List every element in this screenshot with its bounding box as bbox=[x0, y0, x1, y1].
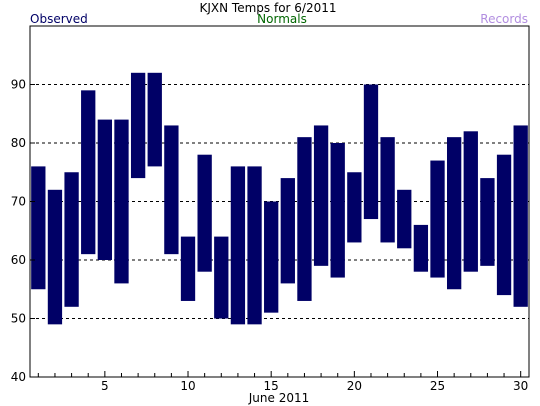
bar-day-23 bbox=[397, 189, 412, 249]
bar-day-30 bbox=[513, 125, 528, 307]
bar-day-17 bbox=[297, 137, 312, 301]
y-tick-label-50: 50 bbox=[11, 312, 26, 326]
bar-day-24 bbox=[413, 224, 429, 272]
bars bbox=[31, 72, 528, 325]
bar-day-20 bbox=[347, 172, 362, 243]
bar-day-16 bbox=[280, 178, 295, 284]
legend-records: Records bbox=[480, 12, 528, 26]
x-tick-label-30: 30 bbox=[513, 379, 528, 393]
bar-day-14 bbox=[247, 166, 262, 325]
bar-day-3 bbox=[64, 172, 79, 307]
bar-day-15 bbox=[264, 201, 279, 313]
bar-day-28 bbox=[480, 178, 495, 266]
grid-lines bbox=[30, 84, 529, 319]
y-tick-label-80: 80 bbox=[11, 136, 26, 150]
bar-day-26 bbox=[446, 137, 462, 290]
y-tick-label-40: 40 bbox=[11, 370, 26, 384]
y-axis: 40 50 60 70 80 90 bbox=[11, 78, 35, 384]
x-tick-label-5: 5 bbox=[101, 379, 109, 393]
x-tick-label-10: 10 bbox=[180, 379, 195, 393]
bar-day-25 bbox=[430, 160, 445, 278]
y-tick-label-60: 60 bbox=[11, 253, 26, 267]
y-tick-label-90: 90 bbox=[11, 78, 26, 92]
bar-day-19 bbox=[330, 143, 345, 278]
x-tick-label-25: 25 bbox=[430, 379, 445, 393]
x-tick-label-15: 15 bbox=[264, 379, 279, 393]
bar-day-1 bbox=[31, 166, 46, 290]
chart-title: KJXN Temps for 6/2011 bbox=[200, 1, 337, 15]
bar-day-11 bbox=[197, 154, 212, 272]
bar-day-22 bbox=[380, 137, 395, 243]
bar-day-2 bbox=[47, 189, 63, 325]
x-axis: 5 10 15 20 25 30 bbox=[37, 371, 528, 393]
y-tick-label-70: 70 bbox=[11, 195, 26, 209]
bar-day-7 bbox=[130, 72, 146, 179]
bar-day-6 bbox=[114, 119, 129, 284]
bar-day-10 bbox=[180, 236, 196, 301]
bar-day-5 bbox=[97, 119, 113, 260]
legend-observed: Observed bbox=[30, 12, 88, 26]
bar-day-27 bbox=[463, 131, 478, 272]
bar-day-12 bbox=[214, 236, 229, 319]
x-tick-label-20: 20 bbox=[347, 379, 362, 393]
bar-day-18 bbox=[313, 125, 329, 266]
bar-day-8 bbox=[147, 72, 162, 167]
legend-normals: Normals bbox=[257, 12, 307, 26]
bar-day-21 bbox=[363, 84, 379, 220]
bar-day-4 bbox=[81, 90, 96, 255]
bar-day-13 bbox=[230, 166, 246, 325]
bar-day-9 bbox=[164, 125, 179, 255]
x-axis-label: June 2011 bbox=[248, 391, 310, 405]
bar-day-29 bbox=[496, 154, 512, 296]
